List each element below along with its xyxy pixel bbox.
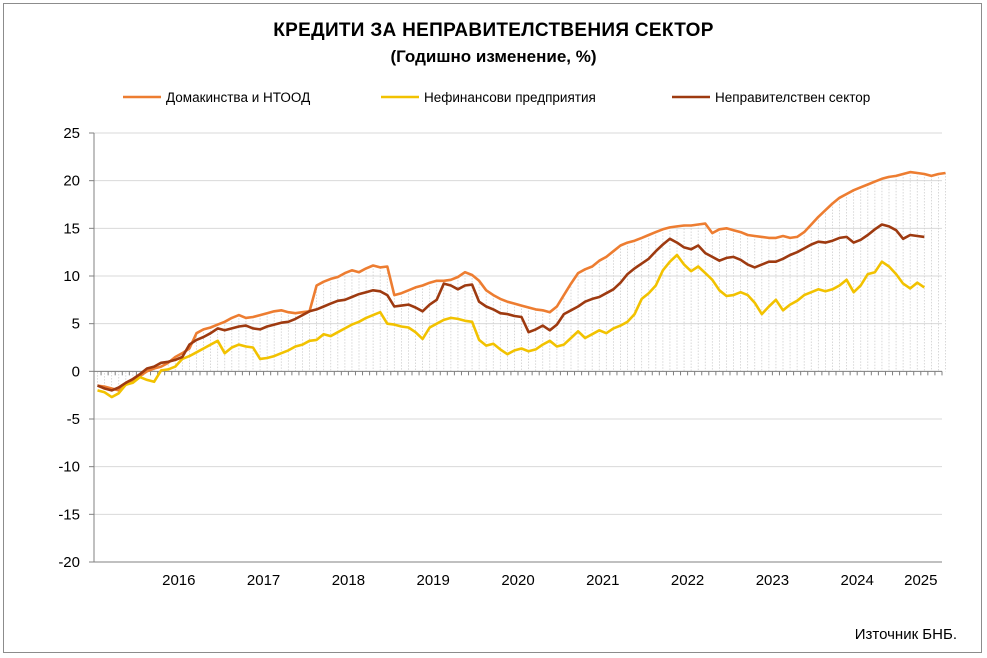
y-tick-label: -20 xyxy=(58,554,80,571)
chart-legend: Домакинства и НТООД Нефинансови предприят… xyxy=(123,90,870,105)
legend-label: Нефинансови предприятия xyxy=(424,90,596,105)
x-tick-label: 2020 xyxy=(501,572,534,589)
y-tick-label: 0 xyxy=(72,363,80,380)
y-tick-label: 25 xyxy=(63,125,80,142)
y-tick-label: -15 xyxy=(58,506,80,523)
y-tick-label: 15 xyxy=(63,220,80,237)
axes: 25 20 15 10 5 0 -5 -10 -15 -20 2016 2017 2018 2019 202… xyxy=(58,125,943,589)
y-tick-label: 5 xyxy=(72,316,80,333)
source-note: Източник БНБ. xyxy=(854,626,957,643)
y-tick-label: 10 xyxy=(63,268,80,285)
y-tick-label: 20 xyxy=(63,173,80,190)
y-tick-label: -5 xyxy=(67,411,80,428)
chart-subtitle: (Годишно изменение, %) xyxy=(390,47,597,66)
x-tick-label: 2022 xyxy=(671,572,704,589)
x-tick-label: 2018 xyxy=(332,572,365,589)
x-tick-label: 2019 xyxy=(417,572,450,589)
series-line-1 xyxy=(97,170,946,392)
x-tick-label: 2024 xyxy=(841,572,874,589)
y-tick-label: -10 xyxy=(58,459,80,476)
x-tick-label: 2017 xyxy=(247,572,280,589)
chart-title: КРЕДИТИ ЗА НЕПРАВИТЕЛСТВЕНИЯ СЕКТОР xyxy=(273,20,714,41)
legend-label: Домакинства и НТООД xyxy=(166,90,310,105)
x-tick-label: 2025 xyxy=(904,572,937,589)
legend-label: Неправителствен сектор xyxy=(715,90,870,105)
x-tick-label: 2021 xyxy=(586,572,619,589)
x-tick-label: 2016 xyxy=(162,572,195,589)
series-line-2 xyxy=(97,253,926,399)
chart-frame xyxy=(3,3,982,653)
series-lines xyxy=(97,170,946,399)
series-line-3 xyxy=(97,223,925,392)
x-tick-label: 2023 xyxy=(756,572,789,589)
drop-lines xyxy=(97,172,946,389)
